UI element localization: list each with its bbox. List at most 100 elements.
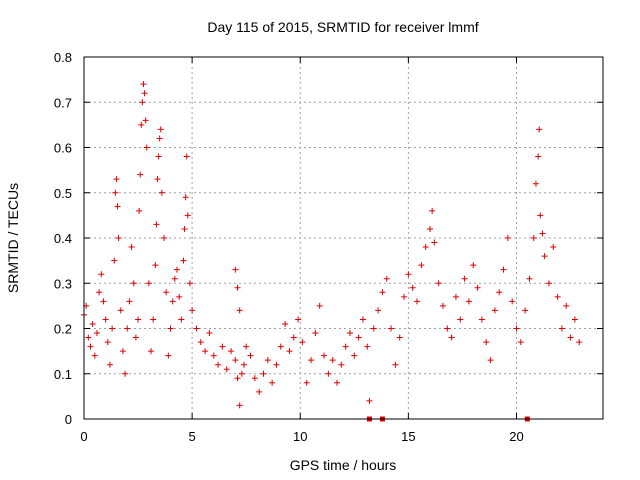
data-point xyxy=(541,253,548,260)
data-point xyxy=(236,402,243,409)
data-point xyxy=(155,153,162,160)
data-point xyxy=(346,330,353,337)
data-point xyxy=(312,330,319,337)
data-point xyxy=(532,180,539,187)
data-point xyxy=(422,244,429,251)
data-point xyxy=(444,325,451,332)
data-point xyxy=(474,284,481,291)
data-point xyxy=(85,334,92,341)
data-point xyxy=(321,352,328,359)
data-point xyxy=(355,334,362,341)
data-point xyxy=(478,316,485,323)
data-point xyxy=(136,207,143,214)
data-point xyxy=(165,352,172,359)
y-tick-label: 0.6 xyxy=(54,141,72,156)
data-points xyxy=(81,81,583,422)
data-point xyxy=(277,343,284,350)
data-point xyxy=(102,316,109,323)
data-point xyxy=(308,357,315,364)
data-point xyxy=(132,334,139,341)
data-point xyxy=(169,298,176,305)
data-point xyxy=(130,280,137,287)
data-point xyxy=(184,212,191,219)
data-point xyxy=(558,325,565,332)
data-point xyxy=(576,339,583,346)
data-point xyxy=(396,334,403,341)
data-point xyxy=(152,262,159,269)
axis-ticks: 0 0.1 0.2 0.3 0.4 0.5 0.6 0.7 0.8 0 5 10 15 20 xyxy=(54,50,603,444)
data-point xyxy=(182,194,189,201)
data-point xyxy=(251,375,258,382)
data-point xyxy=(93,330,100,337)
y-tick-label: 0.1 xyxy=(54,367,72,382)
data-point xyxy=(181,225,188,232)
data-point xyxy=(186,280,193,287)
data-point xyxy=(219,343,226,350)
data-point xyxy=(427,225,433,232)
chart-title: Day 115 of 2015, SRMTID for receiver lmm… xyxy=(207,19,478,35)
data-point xyxy=(366,397,373,404)
data-point xyxy=(124,325,131,332)
y-tick-label: 0.3 xyxy=(54,276,72,291)
data-point xyxy=(465,298,472,305)
data-point xyxy=(325,370,332,377)
data-point xyxy=(112,189,119,196)
data-point xyxy=(143,144,150,151)
data-point xyxy=(504,235,511,241)
data-point xyxy=(537,212,544,219)
data-point xyxy=(106,361,113,368)
data-point xyxy=(154,176,161,183)
data-point xyxy=(264,357,271,364)
data-point xyxy=(189,307,196,314)
data-point xyxy=(286,348,293,355)
data-point xyxy=(338,361,345,368)
data-point xyxy=(142,117,149,124)
data-point xyxy=(197,339,204,346)
data-point xyxy=(206,330,213,337)
data-point xyxy=(303,379,310,386)
data-point xyxy=(137,171,144,178)
data-point xyxy=(513,325,520,332)
data-point xyxy=(236,307,243,314)
data-point xyxy=(429,207,436,214)
data-point xyxy=(405,271,412,278)
data-point xyxy=(379,289,386,296)
data-point xyxy=(461,275,468,282)
data-point xyxy=(571,316,578,323)
data-point xyxy=(153,221,160,228)
data-point xyxy=(383,275,390,282)
data-point xyxy=(334,379,341,386)
data-point xyxy=(140,81,147,88)
data-point xyxy=(526,275,533,282)
data-point xyxy=(117,307,124,314)
data-point xyxy=(530,235,537,241)
data-point xyxy=(167,325,174,332)
data-point xyxy=(539,230,546,237)
data-point xyxy=(247,352,254,359)
data-point xyxy=(295,316,302,323)
data-point xyxy=(241,361,248,368)
data-point xyxy=(135,316,142,323)
data-point xyxy=(535,153,542,160)
data-point xyxy=(409,284,416,291)
data-point xyxy=(234,284,241,291)
data-point xyxy=(392,361,399,368)
data-point xyxy=(158,189,165,196)
data-point xyxy=(563,302,570,309)
data-point xyxy=(161,235,168,241)
data-point xyxy=(202,348,209,355)
data-point xyxy=(96,289,103,296)
data-point xyxy=(145,280,152,287)
data-point xyxy=(113,176,120,183)
data-point xyxy=(487,357,494,364)
y-axis-label: SRMTID / TECUs xyxy=(5,183,21,293)
data-point xyxy=(232,266,239,273)
data-point xyxy=(171,275,178,282)
data-point xyxy=(375,307,382,314)
data-point xyxy=(141,90,148,97)
data-point xyxy=(148,348,155,355)
data-point xyxy=(316,302,323,309)
data-point xyxy=(567,334,574,341)
data-point xyxy=(215,361,222,368)
